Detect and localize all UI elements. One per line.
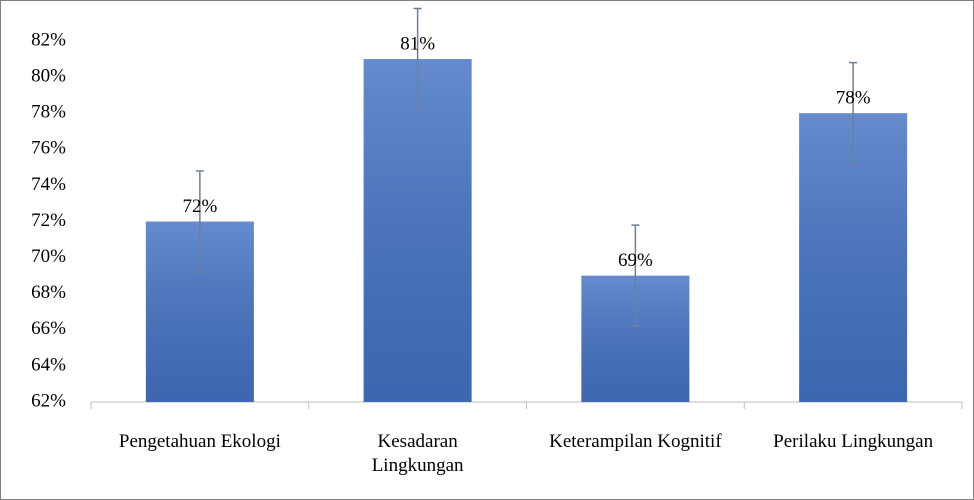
y-tick-label: 64% [31, 354, 66, 375]
value-label: 69% [618, 250, 653, 271]
y-tick-label: 70% [31, 246, 66, 267]
y-tick-label: 76% [31, 138, 66, 159]
y-tick-label: 74% [31, 174, 66, 195]
value-label: 78% [836, 88, 871, 109]
y-tick-label: 68% [31, 282, 66, 303]
x-tick-label: Keterampilan Kognitif [549, 431, 722, 452]
x-tick-label: Pengetahuan Ekologi [118, 431, 281, 452]
x-tick-label: Perilaku Lingkungan [773, 431, 934, 452]
y-tick-label: 78% [31, 102, 66, 123]
bar-shade [363, 59, 472, 403]
x-tick-label: Kesadaran Lingkungan [371, 431, 464, 476]
y-tick-label: 72% [31, 210, 66, 231]
y-tick-label: 62% [31, 390, 66, 411]
y-tick-label: 82% [31, 29, 66, 50]
error-bar [849, 61, 858, 165]
value-label: 81% [400, 33, 435, 54]
value-label: 72% [182, 196, 217, 217]
error-bar [631, 224, 640, 327]
error-bar [413, 7, 422, 111]
y-tick-label: 66% [31, 318, 66, 339]
error-bar [195, 170, 204, 273]
y-tick-label: 80% [31, 65, 66, 86]
